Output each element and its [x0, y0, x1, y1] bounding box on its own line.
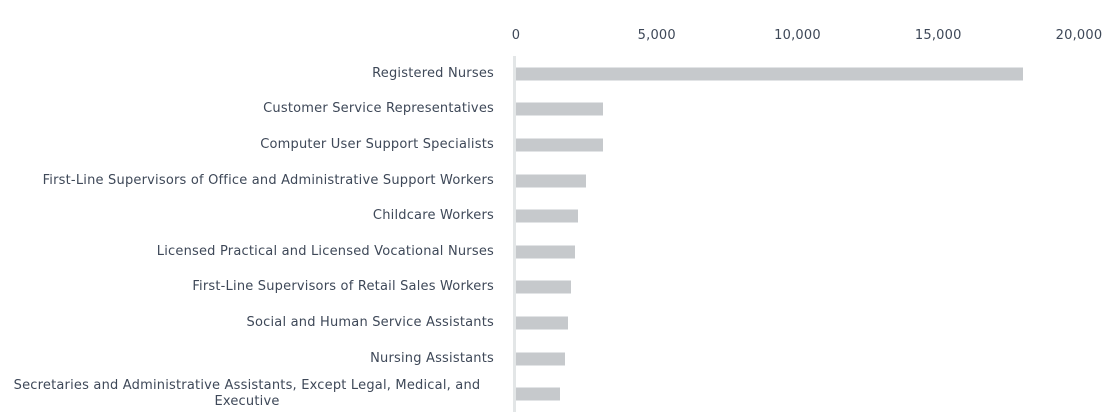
category-label-cell: First-Line Supervisors of Office and Adm…	[0, 173, 505, 189]
bar-row: Licensed Practical and Licensed Vocation…	[0, 234, 1120, 270]
bar	[516, 245, 576, 259]
category-label-cell: Registered Nurses	[0, 66, 505, 82]
plot-cell	[505, 270, 1120, 306]
bar-row: First-Line Supervisors of Retail Sales W…	[0, 270, 1120, 306]
x-axis-tick-label: 5,000	[637, 28, 676, 43]
x-axis: 0 5,000 10,000 15,000 20,000	[0, 28, 1120, 48]
bar-row: First-Line Supervisors of Office and Adm…	[0, 163, 1120, 199]
plot-cell	[505, 234, 1120, 270]
bar	[516, 174, 587, 188]
bar	[516, 209, 578, 223]
category-label-cell: Social and Human Service Assistants	[0, 315, 505, 331]
category-label: Social and Human Service Assistants	[246, 314, 494, 330]
category-label: Nursing Assistants	[370, 350, 494, 366]
category-label-cell: Licensed Practical and Licensed Vocation…	[0, 244, 505, 260]
plot-cell	[505, 198, 1120, 234]
bar-row: Registered Nurses	[0, 56, 1120, 92]
x-axis-tick-label: 10,000	[774, 28, 821, 43]
category-label: Computer User Support Specialists	[260, 136, 494, 152]
bar	[516, 67, 1023, 81]
bar-row: Childcare Workers	[0, 198, 1120, 234]
category-label: First-Line Supervisors of Retail Sales W…	[192, 279, 494, 295]
plot-cell	[505, 163, 1120, 199]
x-axis-tick-label: 20,000	[1055, 28, 1103, 43]
category-label-cell: Customer Service Representatives	[0, 101, 505, 117]
category-label-cell: Computer User Support Specialists	[0, 137, 505, 153]
category-label-cell: Childcare Workers	[0, 208, 505, 224]
category-label: Childcare Workers	[372, 208, 494, 224]
plot-cell	[505, 127, 1120, 163]
bar	[516, 280, 571, 294]
bar	[516, 352, 566, 366]
x-axis-tick-label: 15,000	[914, 28, 962, 43]
category-label-cell: Nursing Assistants	[0, 351, 505, 367]
bar-row: Customer Service Representatives	[0, 92, 1120, 128]
category-label-cell: Secretaries and Administrative Assistant…	[0, 378, 505, 410]
bar	[516, 316, 569, 330]
bar-rows: Registered Nurses Customer Service Repres…	[0, 56, 1120, 412]
bar	[516, 138, 604, 152]
category-label: First-Line Supervisors of Office and Adm…	[42, 172, 494, 188]
bar-row: Computer User Support Specialists	[0, 127, 1120, 163]
plot-cell	[505, 305, 1120, 341]
bar-row: Secretaries and Administrative Assistant…	[0, 376, 1120, 412]
x-axis-tick-label: 0	[511, 28, 521, 43]
y-axis-line	[513, 56, 516, 412]
bar-row: Social and Human Service Assistants	[0, 305, 1120, 341]
plot-cell	[505, 92, 1120, 128]
bar	[516, 387, 560, 401]
category-label-cell: First-Line Supervisors of Retail Sales W…	[0, 279, 505, 295]
bar-row: Nursing Assistants	[0, 341, 1120, 377]
plot-cell	[505, 341, 1120, 377]
plot-cell	[505, 56, 1120, 92]
category-label: Licensed Practical and Licensed Vocation…	[156, 243, 494, 259]
plot-cell	[505, 376, 1120, 412]
bar	[516, 102, 604, 116]
category-label: Customer Service Representatives	[263, 101, 494, 117]
category-label: Secretaries and Administrative Assistant…	[13, 378, 481, 410]
category-label: Registered Nurses	[372, 65, 494, 81]
